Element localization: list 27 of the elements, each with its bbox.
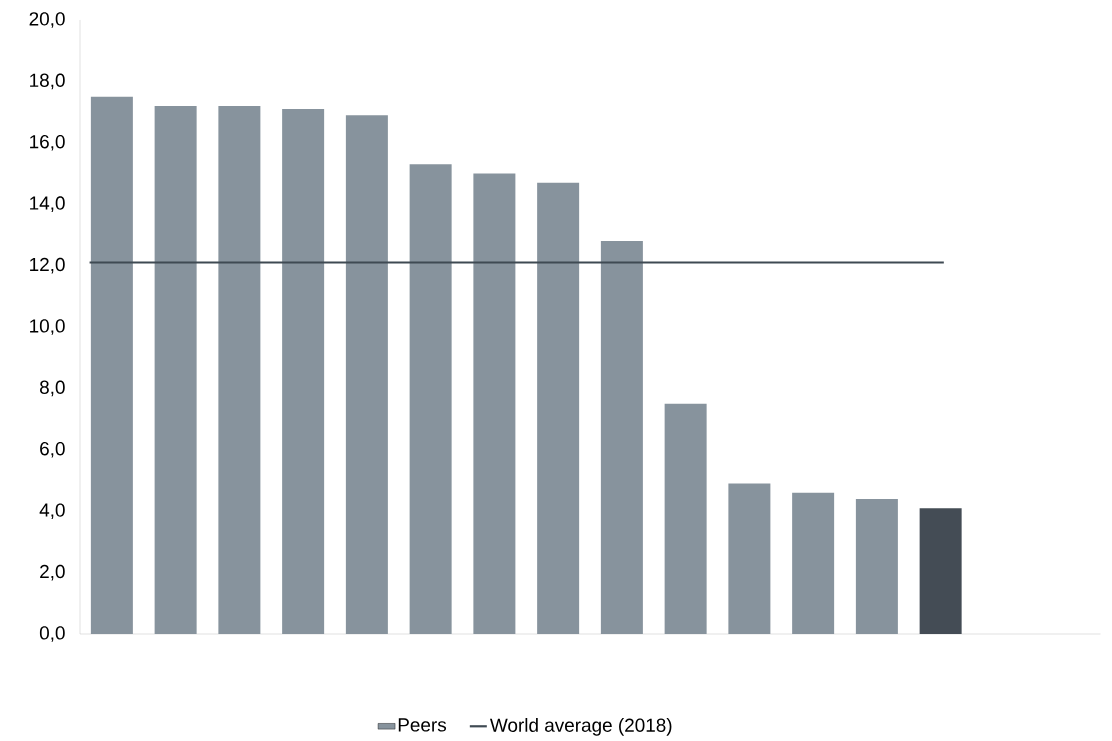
bar — [218, 105, 261, 634]
y-tick-label: 8,0 — [40, 380, 65, 397]
bar — [154, 105, 197, 634]
bar — [282, 109, 325, 634]
y-tick-label: 20,0 — [29, 12, 65, 28]
y-tick-label: 6,0 — [40, 441, 65, 458]
bar — [919, 508, 962, 634]
bar — [728, 483, 771, 634]
y-tick-label: 4,0 — [39, 503, 65, 520]
bar — [409, 164, 452, 634]
bar — [600, 241, 643, 634]
y-tick-label: 0,0 — [39, 626, 65, 642]
y-tick-label: 16,0 — [30, 134, 65, 151]
y-tick-label: 2,0 — [40, 564, 65, 581]
bar — [537, 182, 580, 634]
legend-label: Peers — [398, 718, 447, 732]
y-tick-label: 18,0 — [30, 73, 65, 90]
bar — [855, 498, 898, 634]
legend-label: World average (2018) — [489, 718, 672, 736]
bar — [473, 173, 516, 634]
y-tick-label: 12,0 — [30, 257, 65, 274]
y-tick-label: 10,0 — [30, 319, 65, 335]
bar — [90, 96, 133, 634]
bar — [792, 492, 835, 634]
bar — [345, 115, 388, 634]
bar — [664, 403, 707, 634]
y-tick-label: 14,0 — [30, 196, 65, 213]
